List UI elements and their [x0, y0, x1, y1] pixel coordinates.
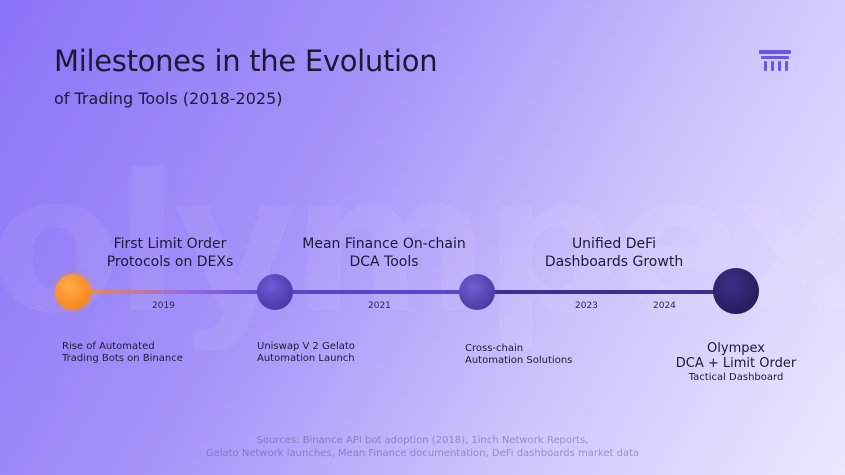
milestone-node	[257, 274, 293, 310]
milestone-label-line: Automation Launch	[257, 353, 355, 364]
milestone-label-line: Unified DeFi	[571, 236, 657, 252]
milestone-label-line: First Limit Order	[113, 236, 227, 252]
year-label: 2019	[152, 301, 175, 311]
final-label-caption: Tactical Dashboard	[688, 372, 784, 383]
timeline-segment	[477, 290, 737, 294]
milestone-node	[459, 274, 495, 310]
sources-footnote: Sources: Binance API bot adoption (2018)…	[0, 434, 845, 460]
page-title: Milestones in the Evolution	[54, 44, 438, 78]
milestone-label-line: Dashboards Growth	[544, 254, 684, 270]
final-label-title: DCA + Limit Order	[675, 356, 797, 371]
final-milestone-label: Olympex DCA + Limit Order Tactical Dashb…	[666, 341, 806, 384]
milestone-top-label: Unified DeFi Dashboards Growth	[534, 235, 694, 271]
milestone-label-line: Mean Finance On-chain	[302, 236, 466, 252]
milestone-label-line: Trading Bots on Binance	[62, 353, 183, 364]
year-label: 2024	[653, 301, 676, 311]
milestone-node-orange	[55, 274, 91, 310]
milestone-bottom-label: Cross-chain Automation Solutions	[465, 343, 572, 367]
olympex-logo-icon	[759, 50, 791, 71]
milestone-label-line: Automation Solutions	[465, 355, 573, 366]
timeline-segment	[275, 290, 475, 294]
milestone-label-line: Protocols on DEXs	[106, 254, 234, 270]
milestone-label-line: Uniswap V 2 Gelato	[257, 341, 355, 352]
milestone-top-label: First Limit Order Protocols on DEXs	[90, 235, 250, 271]
year-label: 2021	[368, 301, 391, 311]
sources-line: Gelato Network launches, Mean Finance do…	[205, 448, 640, 459]
milestone-top-label: Mean Finance On-chain DCA Tools	[284, 235, 484, 271]
milestone-label-line: Rise of Automated	[62, 341, 155, 352]
milestone-label-line: Cross-chain	[465, 343, 524, 354]
page-subtitle: of Trading Tools (2018-2025)	[54, 89, 283, 108]
milestone-bottom-label: Rise of Automated Trading Bots on Binanc…	[62, 341, 183, 365]
milestone-node-final	[713, 268, 759, 314]
milestone-bottom-label: Uniswap V 2 Gelato Automation Launch	[257, 341, 355, 365]
milestone-label-line: DCA Tools	[349, 254, 419, 270]
final-label-brand: Olympex	[707, 341, 765, 356]
sources-line: Sources: Binance API bot adoption (2018)…	[256, 435, 589, 446]
timeline-segment	[72, 290, 275, 294]
year-label: 2023	[575, 301, 598, 311]
